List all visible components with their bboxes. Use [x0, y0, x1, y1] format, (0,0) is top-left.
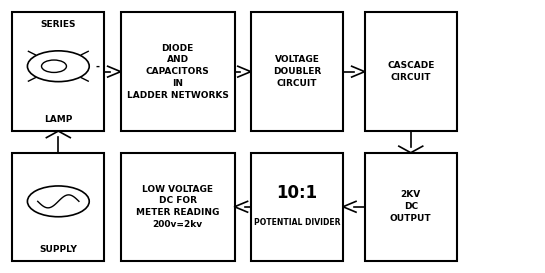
FancyBboxPatch shape [365, 12, 457, 131]
Text: LOW VOLTAGE
DC FOR
METER READING
200v=2kv: LOW VOLTAGE DC FOR METER READING 200v=2k… [136, 185, 219, 229]
FancyBboxPatch shape [12, 153, 105, 261]
FancyBboxPatch shape [120, 12, 234, 131]
Text: 2KV
DC
OUTPUT: 2KV DC OUTPUT [390, 191, 432, 223]
Text: CASCADE
CIRCUIT: CASCADE CIRCUIT [387, 61, 434, 82]
Text: 10:1: 10:1 [276, 184, 318, 202]
Text: -: - [95, 61, 99, 71]
Text: LAMP: LAMP [44, 115, 72, 124]
Text: SERIES: SERIES [40, 20, 76, 29]
FancyBboxPatch shape [251, 153, 343, 261]
Text: SUPPLY: SUPPLY [39, 245, 77, 254]
Text: VOLTAGE
DOUBLER
CIRCUIT: VOLTAGE DOUBLER CIRCUIT [273, 55, 321, 88]
FancyBboxPatch shape [365, 153, 457, 261]
FancyBboxPatch shape [251, 12, 343, 131]
Text: POTENTIAL DIVIDER: POTENTIAL DIVIDER [253, 218, 340, 227]
FancyBboxPatch shape [12, 12, 105, 131]
FancyBboxPatch shape [120, 153, 234, 261]
Text: DIODE
AND
CAPACITORS
IN
LADDER NETWORKS: DIODE AND CAPACITORS IN LADDER NETWORKS [126, 44, 228, 100]
